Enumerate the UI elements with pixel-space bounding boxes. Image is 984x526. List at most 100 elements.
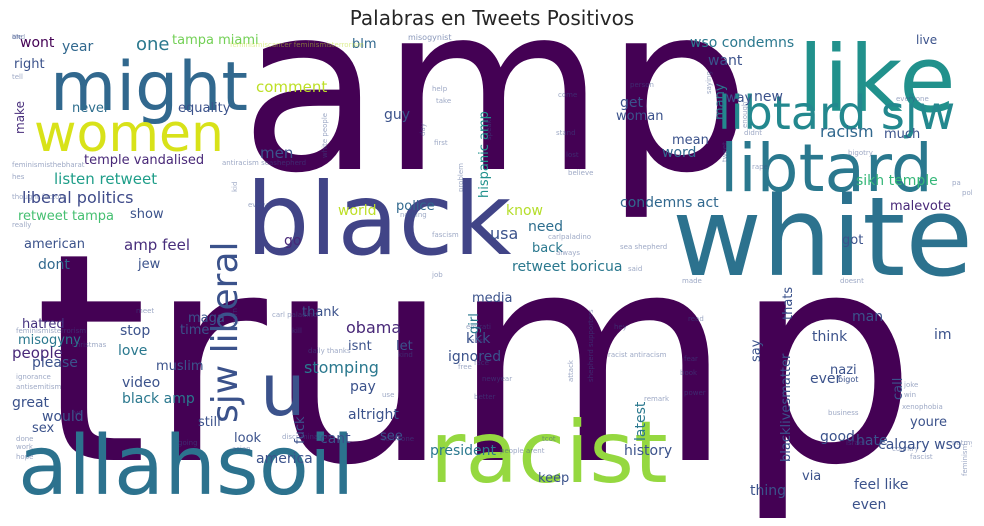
word-win: win: [904, 391, 917, 399]
word-people: people: [12, 344, 63, 362]
word-word: word: [662, 145, 697, 161]
word-cant: cant: [320, 431, 351, 447]
word-daily-thanks: daily thanks: [308, 347, 351, 355]
word-thing: thing: [750, 483, 787, 499]
word-people-arent: people arent: [500, 447, 545, 455]
word-tell: tell: [12, 73, 23, 81]
word-ignored: ignored: [448, 349, 502, 365]
word-country: country: [892, 445, 919, 453]
word-race: race: [969, 301, 972, 330]
word-good: good: [820, 429, 855, 445]
word-free: free: [458, 363, 472, 371]
word-day: day: [419, 123, 427, 137]
word-thats: thats: [781, 286, 796, 320]
word-look: look: [234, 431, 262, 446]
word-job: job: [432, 271, 443, 279]
word-hes: hes: [12, 173, 25, 181]
word-read: read: [688, 315, 704, 323]
word-lost: lost: [566, 151, 579, 159]
word-black-amp: black amp: [122, 391, 195, 407]
word-know: know: [506, 203, 543, 219]
word-retweet-boricua: retweet boricua: [512, 259, 623, 275]
word-going: going: [178, 439, 198, 447]
word-business: business: [828, 409, 859, 417]
word-say: say: [749, 339, 764, 362]
word-mean: mean: [672, 133, 709, 148]
word-antisemitism: antisemitism: [16, 383, 62, 391]
word-come: come: [558, 91, 578, 99]
word-joke: joke: [904, 381, 919, 389]
word-via: via: [802, 469, 822, 484]
word-ok: ok: [12, 34, 21, 41]
word-speak: speak: [485, 119, 493, 141]
word-fascist: fascist: [910, 453, 933, 461]
word-white-people: white people: [321, 113, 329, 159]
word-first: first: [434, 139, 448, 147]
word-fear: fear: [684, 355, 698, 363]
word-hatred: hatred: [22, 317, 65, 332]
word-problem: problem: [457, 163, 465, 193]
word-year: year: [62, 39, 94, 55]
word-listen-retweet: listen retweet: [54, 170, 158, 188]
word-attack: attack: [567, 360, 575, 383]
word-amp: amp: [240, 34, 751, 224]
word-nothing: nothing: [400, 211, 427, 219]
word-must: must: [468, 337, 486, 345]
word-libtard: libtard: [720, 130, 933, 207]
word-take: take: [436, 97, 452, 105]
word-tweet: tweet: [721, 142, 729, 163]
word-time: time: [180, 323, 210, 338]
word-done: done: [16, 435, 34, 443]
word-president: president: [430, 443, 496, 459]
word-ignorance: ignorance: [16, 373, 51, 381]
word-latest: latest: [633, 401, 649, 441]
word-feminismisterrorism: feminismisterrorism: [16, 327, 87, 335]
word-misogyny: misogyny: [18, 333, 81, 348]
word-need: need: [528, 219, 563, 235]
word-guy: guy: [384, 107, 411, 123]
word-kill: kill: [292, 327, 302, 335]
word-man: man: [852, 309, 884, 325]
word-go: go: [284, 233, 302, 249]
word-new: new: [754, 89, 783, 105]
word-think: think: [812, 329, 848, 345]
word-always: always: [556, 249, 581, 257]
word-hate: hate: [856, 433, 888, 449]
word-antiracism-seashepherd: antiracism seashepherd: [222, 159, 307, 167]
word-cloud: amp trump white black like might women libtard l…: [12, 34, 972, 518]
word-asian: asian: [232, 445, 251, 453]
word-right: right: [14, 57, 45, 72]
word-live: live: [916, 34, 938, 47]
word-didnt: didnt: [744, 129, 763, 137]
word-even: even: [852, 497, 887, 513]
word-much: much: [884, 127, 921, 142]
word-use: use: [382, 391, 395, 399]
word-misogynist: misogynist: [408, 34, 452, 42]
word-im: im: [934, 327, 952, 343]
word-and: and: [12, 34, 26, 41]
word-made: made: [682, 277, 702, 285]
word-thought-factory: thought factory: [12, 193, 67, 201]
word-racist: racist: [430, 403, 668, 503]
word-kid: kid: [231, 181, 239, 193]
word-women: women: [34, 104, 224, 164]
word-sea-shepherd: sea shepherd: [620, 243, 668, 251]
word-media: media: [472, 291, 513, 306]
word-malevote: malevote: [890, 199, 951, 214]
word-pa: pa: [952, 179, 961, 187]
word-kind: kind: [398, 351, 413, 359]
word-show: show: [130, 207, 164, 222]
word-muslim: muslim: [156, 359, 204, 374]
word-believe: believe: [568, 169, 594, 177]
word-pol: pol: [962, 189, 972, 197]
word-world: world: [338, 203, 377, 219]
chart-title: Palabras en Tweets Positivos: [349, 6, 635, 30]
word-woman: woman: [616, 109, 664, 124]
word-sikh-temple: sikh temple: [856, 173, 938, 189]
word-thank: thank: [302, 305, 340, 320]
word-xenophobia: xenophobia: [902, 403, 943, 411]
word-retweet-tampa: retweet tampa: [18, 209, 114, 224]
word-feminismisthebharat: feminismisthebharat: [12, 161, 85, 169]
word-altright: altright: [348, 407, 399, 423]
word-someone: someone: [382, 435, 415, 443]
